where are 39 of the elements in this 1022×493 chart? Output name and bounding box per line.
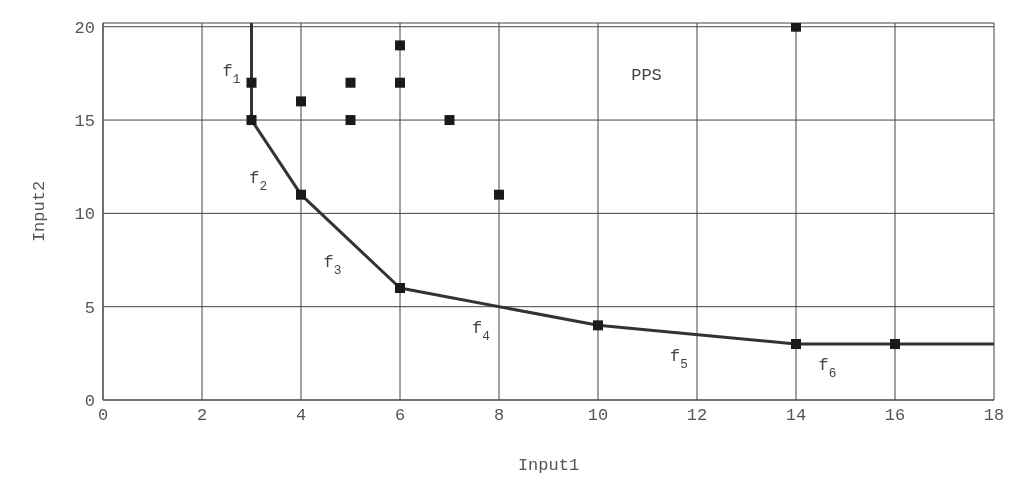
- x-tick-label: 6: [394, 406, 406, 426]
- y-tick-label: 5: [84, 298, 95, 318]
- point: [593, 320, 603, 331]
- x-tick-label: 12: [686, 406, 708, 426]
- x-tick-label: 8: [493, 406, 505, 426]
- y-tick-label: 0: [84, 392, 95, 412]
- x-axis-title: Input1: [517, 456, 580, 475]
- point: [246, 115, 257, 126]
- point: [395, 77, 405, 88]
- point: [345, 115, 356, 126]
- annotation: f$_{4}$: [472, 319, 490, 344]
- y-axis-title: Input2: [30, 180, 50, 243]
- annotation: f$_{3}$: [323, 253, 342, 279]
- point: [296, 189, 306, 200]
- point: [494, 189, 504, 200]
- annotation: f$_{5}$: [670, 347, 688, 372]
- x-tick-label: 2: [196, 406, 208, 426]
- point: [890, 339, 900, 350]
- y-tick-label: 20: [74, 18, 95, 38]
- point: [395, 283, 405, 294]
- y-tick-label: 10: [74, 205, 95, 225]
- annotation: f$_{6}$: [818, 356, 837, 381]
- point: [395, 40, 405, 51]
- x-tick-label: 0: [97, 406, 109, 426]
- point: [296, 96, 306, 107]
- x-tick-label: 10: [587, 406, 609, 426]
- x-tick-label: 4: [295, 406, 307, 426]
- annotation: PPS: [631, 66, 662, 86]
- point: [791, 23, 801, 32]
- annotation: f$_{1}$: [222, 62, 241, 87]
- x-tick-label: 14: [785, 406, 807, 426]
- point: [345, 77, 356, 88]
- point: [444, 115, 455, 126]
- point: [791, 339, 801, 350]
- point: [246, 77, 257, 88]
- x-tick-label: 18: [983, 406, 1005, 426]
- annotation: f$_{2}$: [249, 169, 268, 195]
- y-tick-label: 15: [74, 112, 95, 132]
- x-tick-label: 16: [884, 406, 906, 426]
